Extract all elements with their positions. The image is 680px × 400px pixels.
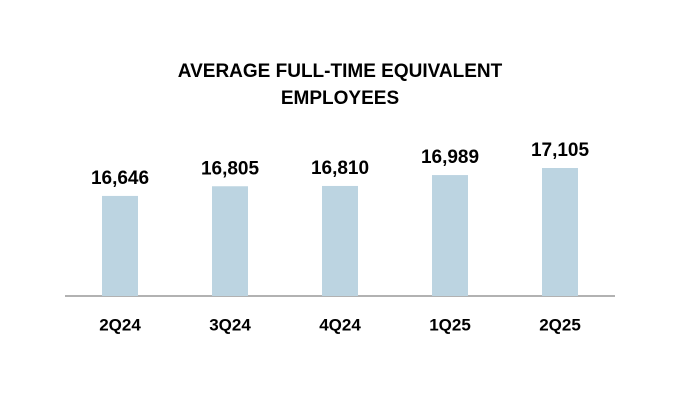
- bar: [212, 186, 248, 296]
- value-label: 16,805: [201, 158, 260, 179]
- value-label: 16,646: [91, 168, 149, 189]
- bar: [102, 195, 138, 296]
- x-tick-label: 2Q25: [539, 315, 581, 334]
- x-tick-label: 2Q24: [99, 315, 141, 334]
- bar: [542, 168, 578, 296]
- bar: [432, 175, 468, 296]
- value-label: 17,105: [531, 140, 590, 161]
- bar: [322, 185, 358, 296]
- x-tick-label: 1Q25: [429, 315, 471, 334]
- x-tick-label: 4Q24: [319, 315, 361, 334]
- x-tick-label: 3Q24: [209, 315, 251, 334]
- value-label: 16,810: [311, 158, 369, 179]
- chart-title: AVERAGE FULL-TIME EQUIVALENT EMPLOYEES: [177, 61, 503, 109]
- value-label: 16,989: [421, 147, 479, 168]
